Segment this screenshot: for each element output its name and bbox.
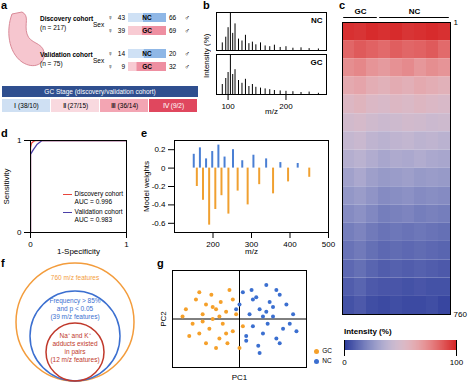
svg-text:Validation cohort: Validation cohort [40, 51, 94, 58]
svg-text:-0.4: -0.4 [152, 200, 166, 209]
html-text:a: a [1, 0, 8, 11]
html-text:d: d [1, 127, 8, 139]
svg-text:Ⅰ (38/10): Ⅰ (38/10) [14, 102, 38, 110]
html-text:c: c [339, 0, 346, 11]
svg-text:Intensity (%): Intensity (%) [344, 327, 392, 336]
svg-text:Ⅲ (36/14): Ⅲ (36/14) [111, 102, 138, 110]
svg-text:GC: GC [311, 58, 323, 67]
html-text:AUC = 0.983: AUC = 0.983 [74, 216, 112, 223]
svg-text:Model weights: Model weights [142, 161, 151, 212]
svg-text:NC: NC [409, 7, 421, 16]
html-text:Discovery cohort: Discovery cohort [74, 190, 123, 197]
svg-text:m/z: m/z [265, 107, 278, 116]
svg-text:in pairs: in pairs [65, 348, 87, 356]
svg-text:♂: ♂ [184, 50, 189, 57]
svg-text:32: 32 [169, 63, 177, 70]
svg-text:PC1: PC1 [232, 373, 248, 382]
svg-text:1: 1 [124, 240, 129, 249]
svg-text:GC: GC [142, 27, 152, 34]
html-text:Intensity (%): Intensity (%) [202, 33, 211, 79]
svg-text:-0.2: -0.2 [152, 182, 166, 191]
svg-text:♀: ♀ [107, 14, 112, 21]
html-text:GC: GC [322, 347, 332, 354]
svg-text:Sensitivity: Sensitivity [2, 168, 11, 204]
svg-text:200: 200 [279, 102, 293, 111]
svg-text:43: 43 [118, 14, 126, 21]
svg-text:300: 300 [244, 240, 259, 250]
svg-text:0.2: 0.2 [154, 145, 166, 154]
svg-text:0: 0 [342, 358, 347, 367]
svg-text:760: 760 [454, 310, 468, 319]
svg-text:(12 m/z features): (12 m/z features) [50, 356, 99, 364]
svg-text:NC: NC [142, 50, 152, 57]
html-text:b: b [203, 0, 210, 11]
svg-text:Frequency > 85%: Frequency > 85% [49, 297, 100, 305]
svg-text:Sex: Sex [93, 21, 105, 28]
html-text:e: e [141, 127, 148, 139]
svg-text:(n = 217): (n = 217) [40, 24, 66, 32]
svg-text:(n = 75): (n = 75) [40, 60, 63, 68]
svg-text:and p < 0.05: and p < 0.05 [57, 305, 94, 313]
html-text:AUC = 0.996: AUC = 0.996 [74, 198, 112, 205]
svg-text:Ⅳ (9/2): Ⅳ (9/2) [163, 102, 184, 110]
svg-text:♂: ♂ [184, 63, 189, 70]
svg-text:Discovery cohort: Discovery cohort [40, 15, 94, 23]
svg-text:♂: ♂ [184, 27, 189, 34]
svg-text:GC: GC [142, 63, 152, 70]
svg-text:66: 66 [169, 14, 177, 21]
svg-text:0: 0 [161, 164, 166, 173]
svg-text:1: 1 [454, 18, 459, 27]
html-text:NC: NC [322, 357, 332, 364]
svg-text:Na⁺ and K⁺: Na⁺ and K⁺ [59, 332, 90, 339]
svg-text:0: 0 [17, 228, 22, 237]
svg-text:100: 100 [221, 102, 235, 111]
svg-text:400: 400 [283, 240, 297, 249]
svg-text:GC Stage (discovery/validation: GC Stage (discovery/validation cohort) [44, 88, 155, 96]
svg-text:1: 1 [17, 136, 22, 145]
svg-text:GC: GC [355, 7, 367, 16]
svg-text:9: 9 [121, 63, 125, 70]
svg-text:adducts existed: adducts existed [52, 340, 98, 347]
svg-text:Sex: Sex [93, 57, 105, 64]
svg-text:200: 200 [206, 240, 220, 249]
svg-text:NC: NC [311, 16, 323, 25]
svg-text:Ⅱ (27/15): Ⅱ (27/15) [63, 102, 88, 110]
svg-text:100: 100 [450, 358, 464, 367]
svg-text:69: 69 [169, 27, 177, 34]
svg-text:0: 0 [28, 240, 33, 249]
html-text:g: g [157, 257, 164, 269]
svg-text:♀: ♀ [107, 27, 112, 34]
svg-text:PC2: PC2 [159, 311, 168, 327]
svg-text:-0.6: -0.6 [152, 219, 166, 228]
svg-text:(39 m/z features): (39 m/z features) [50, 313, 99, 321]
svg-text:500: 500 [322, 240, 336, 249]
svg-text:m/z: m/z [245, 247, 258, 256]
html-text:f: f [1, 257, 5, 269]
svg-text:♂: ♂ [184, 14, 189, 21]
svg-text:14: 14 [118, 50, 126, 57]
svg-text:NC: NC [142, 14, 152, 21]
svg-text:20: 20 [169, 50, 177, 57]
html-text:Validation cohort: Validation cohort [74, 208, 123, 215]
svg-text:760 m/z features: 760 m/z features [51, 274, 100, 281]
svg-text:39: 39 [118, 27, 126, 34]
svg-text:♀: ♀ [107, 50, 112, 57]
svg-text:♀: ♀ [107, 63, 112, 70]
svg-text:1-Specificity: 1-Specificity [57, 247, 100, 256]
